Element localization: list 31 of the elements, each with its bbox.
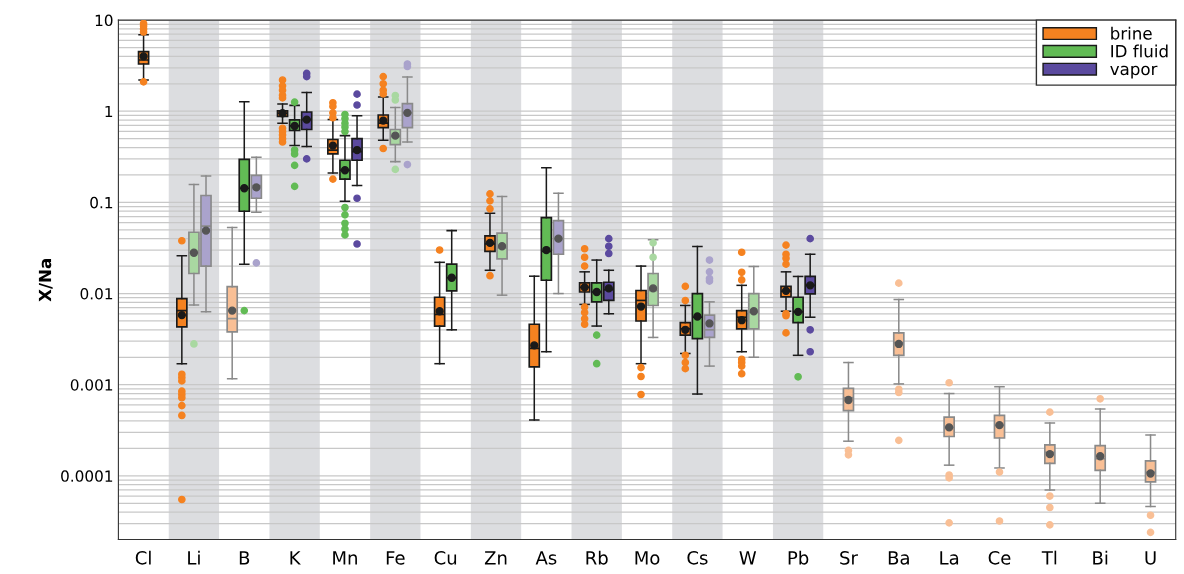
x-tick-label: As bbox=[535, 551, 557, 565]
x-tick-label: Cs bbox=[687, 550, 708, 565]
x-tick-label: La bbox=[940, 551, 959, 565]
x-tick-label: Ce bbox=[988, 550, 1011, 565]
x-tick-label: Sr bbox=[840, 550, 858, 565]
y-tick-label: 0.0001 bbox=[61, 470, 113, 482]
y-tick-label: 0.01 bbox=[80, 288, 113, 300]
x-tick-label: Pb bbox=[788, 550, 809, 565]
x-tick-label: Mo bbox=[635, 551, 660, 565]
y-axis-title: X/Na bbox=[38, 259, 53, 302]
y-tick-label: 0.001 bbox=[70, 379, 113, 391]
y-tick-label: 10 bbox=[95, 14, 113, 27]
x-tick-label: K bbox=[290, 551, 301, 565]
x-tick-label: Zn bbox=[484, 551, 507, 565]
x-tick-label: Bi bbox=[1093, 550, 1108, 565]
x-tick-label: W bbox=[739, 551, 757, 565]
y-tick-label: 1 bbox=[105, 105, 113, 118]
x-tick-label: U bbox=[1145, 551, 1156, 565]
x-tick-label: B bbox=[239, 551, 250, 565]
legend-label: vapor bbox=[1110, 65, 1158, 79]
x-tick-label: Cl bbox=[135, 550, 151, 565]
x-tick-label: Fe bbox=[386, 551, 405, 565]
x-tick-label: Ba bbox=[888, 551, 909, 565]
x-tick-label: Li bbox=[188, 550, 200, 565]
legend-label: brine bbox=[1111, 26, 1152, 40]
legend-label: ID fluid bbox=[1111, 44, 1168, 58]
x-tick-label: Cu bbox=[434, 550, 457, 565]
x-tick-label: Tl bbox=[1041, 550, 1057, 565]
y-tick-label: 0.1 bbox=[90, 196, 113, 209]
x-tick-label: Rb bbox=[586, 550, 608, 565]
x-tick-label: Mn bbox=[333, 551, 357, 565]
